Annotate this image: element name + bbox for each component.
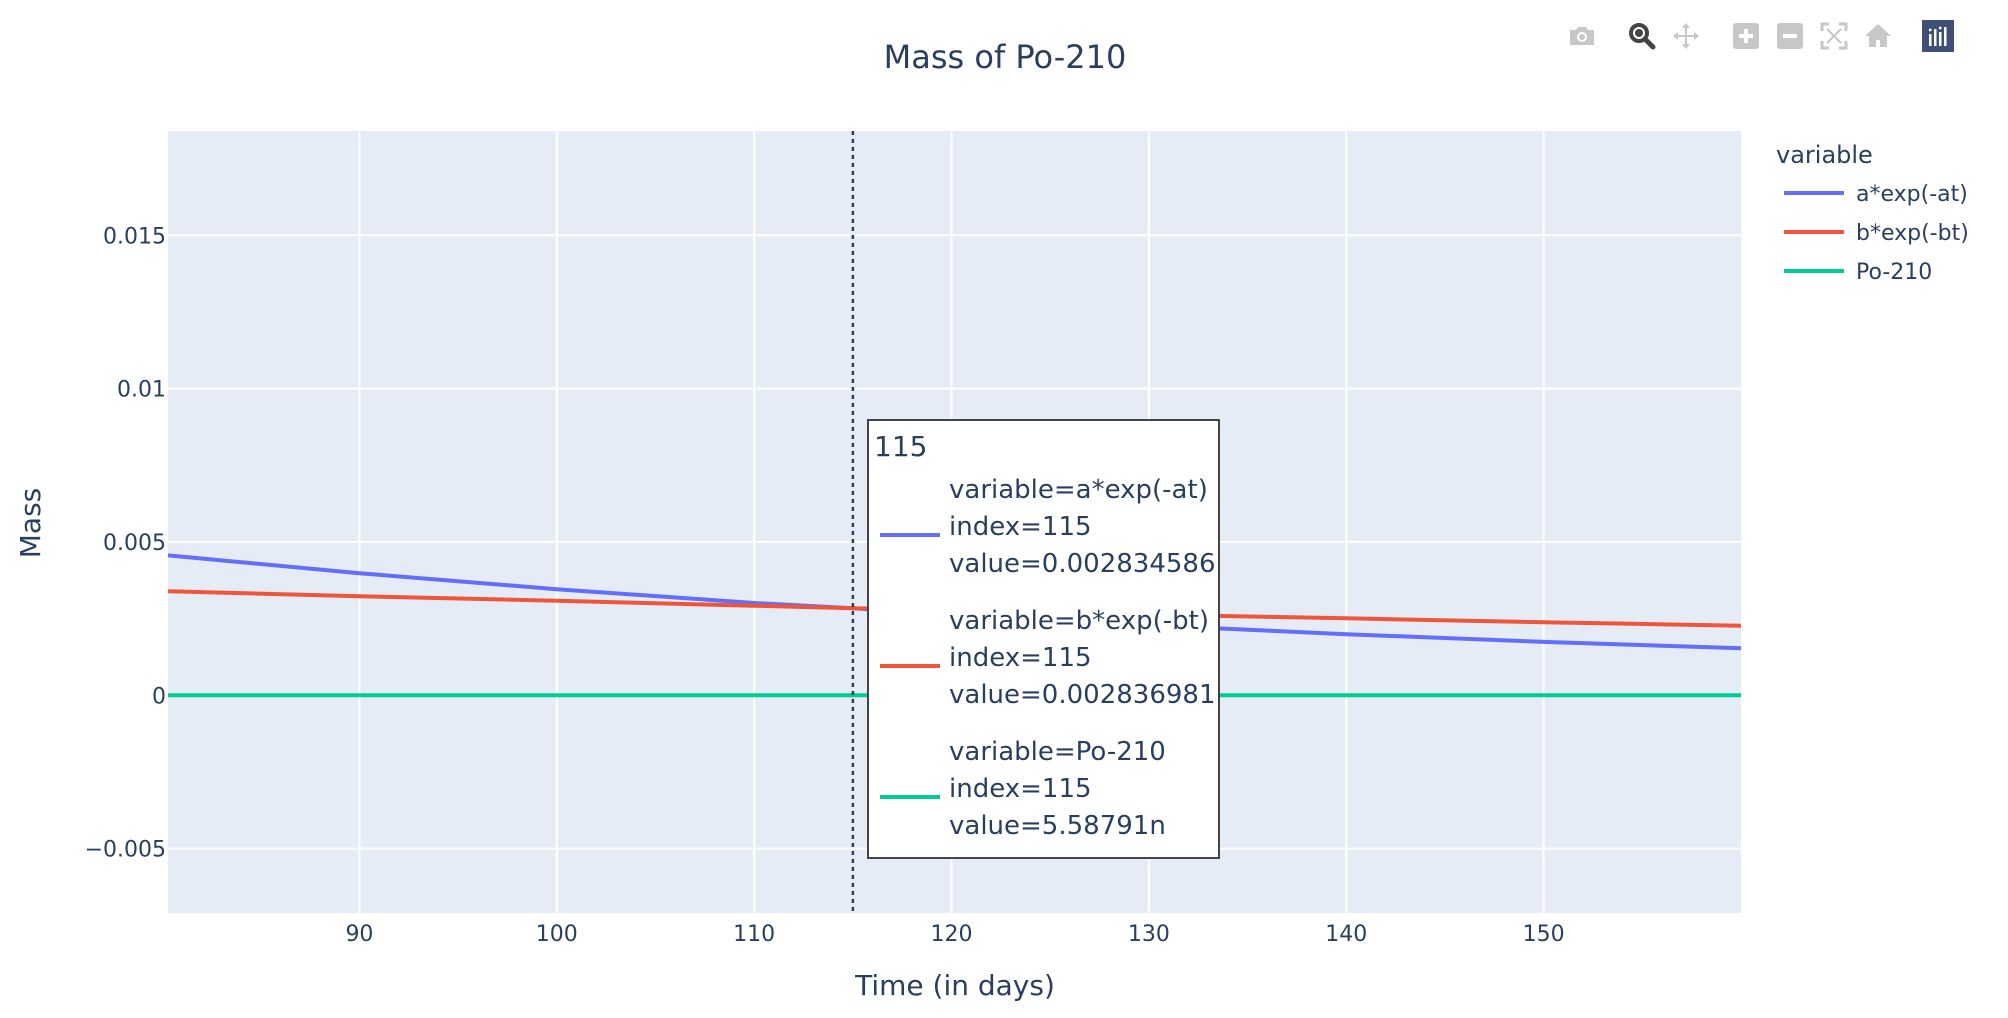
- pan-icon[interactable]: [1664, 14, 1708, 58]
- hover-entry-line: index=115: [949, 643, 1092, 673]
- legend-item-label[interactable]: a*exp(-at): [1856, 182, 1968, 207]
- reset-axes-icon[interactable]: [1856, 14, 1900, 58]
- x-tick-label: 90: [345, 922, 373, 947]
- legend-title: variable: [1776, 141, 1873, 169]
- x-axis-title: Time (in days): [854, 969, 1055, 1002]
- y-tick-label: 0: [152, 684, 166, 709]
- y-tick-label: 0.005: [103, 531, 166, 556]
- zoom-out-icon[interactable]: [1768, 14, 1812, 58]
- hover-entry-line: variable=Po-210: [949, 737, 1166, 767]
- x-tick-label: 140: [1325, 922, 1367, 947]
- x-axis: 90 100 110 120 130 140 150: [345, 922, 1564, 947]
- x-tick-label: 110: [733, 922, 775, 947]
- hover-entry-line: value=0.002836981: [949, 680, 1216, 710]
- hover-entry-line: variable=a*exp(-at): [949, 475, 1208, 505]
- x-tick-label: 150: [1523, 922, 1565, 947]
- y-tick-label: −0.005: [85, 838, 166, 863]
- hover-entry-line: index=115: [949, 774, 1092, 804]
- x-tick-label: 120: [931, 922, 973, 947]
- autoscale-icon[interactable]: [1812, 14, 1856, 58]
- y-axis: −0.005 0 0.005 0.01 0.015: [85, 224, 166, 862]
- chart-title: Mass of Po-210: [884, 38, 1127, 76]
- zoom-in-icon[interactable]: [1724, 14, 1768, 58]
- hover-entry-line: value=0.002834586: [949, 549, 1216, 579]
- y-tick-label: 0.01: [117, 378, 166, 403]
- zoom-icon[interactable]: [1620, 14, 1664, 58]
- camera-icon[interactable]: [1560, 14, 1604, 58]
- x-tick-label: 100: [536, 922, 578, 947]
- legend[interactable]: variable a*exp(-at) b*exp(-bt) Po-210: [1776, 141, 1969, 285]
- y-tick-label: 0.015: [103, 224, 166, 249]
- hover-entry-line: index=115: [949, 512, 1092, 542]
- x-tick-label: 130: [1128, 922, 1170, 947]
- legend-item-label[interactable]: Po-210: [1856, 260, 1932, 285]
- hover-entry-line: value=5.58791n: [949, 811, 1166, 841]
- hover-layer: 115 variable=a*exp(-at) index=115 value=0.0…: [851, 131, 1220, 913]
- hover-tooltip: [867, 419, 1220, 859]
- modebar: [1560, 14, 1960, 58]
- plotly-logo-icon[interactable]: [1916, 14, 1960, 58]
- hover-header: 115: [874, 430, 927, 463]
- y-axis-title: Mass: [14, 488, 47, 559]
- legend-item-label[interactable]: b*exp(-bt): [1856, 221, 1969, 246]
- hover-entry-line: variable=b*exp(-bt): [949, 606, 1209, 636]
